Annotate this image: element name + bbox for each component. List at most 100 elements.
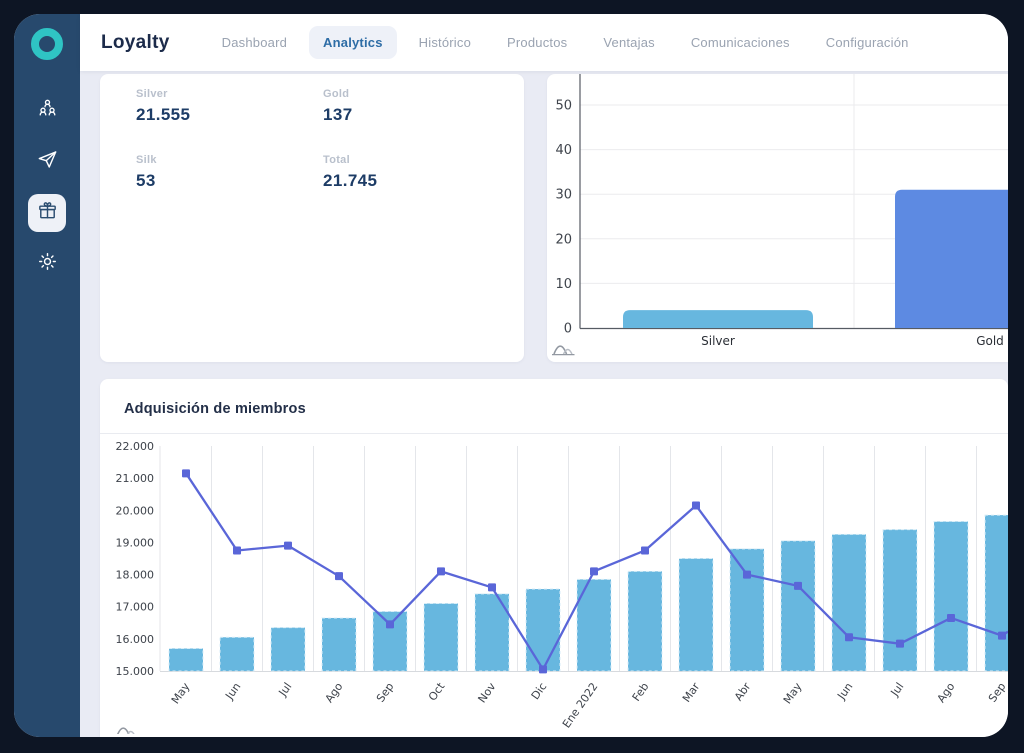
svg-text:22.000: 22.000 xyxy=(116,440,155,453)
svg-text:15.000: 15.000 xyxy=(116,665,155,678)
stat-total: Total 21.745 xyxy=(323,154,504,191)
stat-label: Gold xyxy=(323,88,504,100)
app-logo[interactable] xyxy=(31,28,63,60)
stat-value: 137 xyxy=(323,105,504,125)
tab-configuracion[interactable]: Configuración xyxy=(812,26,923,59)
svg-text:20.000: 20.000 xyxy=(116,504,155,517)
svg-text:0: 0 xyxy=(564,322,572,337)
acq-line-marker xyxy=(437,567,445,575)
tier-bar-chart[interactable]: 0 10 20 30 40 50 Silver Gold xyxy=(547,74,1008,362)
sidebar-item-loyalty[interactable] xyxy=(28,194,66,232)
acq-bar xyxy=(730,549,764,671)
svg-text:Feb: Feb xyxy=(630,680,652,703)
acq-line-marker xyxy=(386,620,394,628)
svg-text:Mar: Mar xyxy=(680,680,703,705)
svg-text:Oct: Oct xyxy=(426,680,448,704)
acq-line-marker xyxy=(590,567,598,575)
content-area: Silver 21.555 Gold 137 Silk 53 Total 21.… xyxy=(80,71,1008,737)
sidebar-item-members[interactable] xyxy=(28,92,66,130)
member-acquisition-card: Adquisición de miembros 15.00016.00017.0… xyxy=(100,379,1008,737)
acq-line-marker xyxy=(335,572,343,580)
acq-line-marker xyxy=(182,469,190,477)
tab-ventajas[interactable]: Ventajas xyxy=(589,26,668,59)
acq-line-marker xyxy=(743,571,751,579)
tab-comunicaciones[interactable]: Comunicaciones xyxy=(677,26,804,59)
svg-text:May: May xyxy=(781,680,805,706)
page-title: Loyalty xyxy=(101,32,170,54)
svg-text:Abr: Abr xyxy=(732,680,754,703)
svg-text:Jul: Jul xyxy=(888,680,907,699)
svg-text:10: 10 xyxy=(555,277,572,292)
tier-stats-card: Silver 21.555 Gold 137 Silk 53 Total 21.… xyxy=(100,74,524,362)
chart-title: Adquisición de miembros xyxy=(100,379,1008,433)
acq-line-marker xyxy=(896,640,904,648)
amcharts-watermark xyxy=(552,346,575,354)
tier-bar-silver xyxy=(623,310,813,328)
svg-text:20: 20 xyxy=(555,232,572,247)
sidebar-item-communications[interactable] xyxy=(28,143,66,181)
svg-text:Jun: Jun xyxy=(834,680,855,702)
acq-bar xyxy=(322,618,356,671)
acq-bar xyxy=(271,628,305,671)
acq-bar xyxy=(985,515,1008,671)
svg-text:Ene 2022: Ene 2022 xyxy=(560,680,601,730)
stat-label: Silver xyxy=(136,88,323,100)
send-icon xyxy=(36,148,59,176)
stat-value: 53 xyxy=(136,171,323,191)
stat-value: 21.555 xyxy=(136,105,323,125)
acq-line-marker xyxy=(794,582,802,590)
stat-label: Silk xyxy=(136,154,323,166)
svg-text:16.000: 16.000 xyxy=(116,633,155,646)
svg-text:Gold: Gold xyxy=(976,334,1004,348)
svg-text:18.000: 18.000 xyxy=(116,569,155,582)
stat-gold: Gold 137 xyxy=(323,88,504,125)
svg-text:Silver: Silver xyxy=(701,334,735,348)
tab-dashboard[interactable]: Dashboard xyxy=(208,26,301,59)
acq-bar xyxy=(934,522,968,671)
svg-text:Dic: Dic xyxy=(529,680,550,702)
acq-line-marker xyxy=(284,542,292,550)
svg-text:50: 50 xyxy=(555,99,572,114)
acq-line-marker xyxy=(539,665,547,673)
stat-label: Total xyxy=(323,154,504,166)
svg-text:Ago: Ago xyxy=(935,680,958,705)
acq-bar xyxy=(628,571,662,671)
tab-productos[interactable]: Productos xyxy=(493,26,581,59)
tab-historico[interactable]: Histórico xyxy=(405,26,485,59)
acq-line-marker xyxy=(233,546,241,554)
acq-line-marker xyxy=(641,546,649,554)
stat-silver: Silver 21.555 xyxy=(136,88,323,125)
stat-silk: Silk 53 xyxy=(136,154,323,191)
svg-text:Sep: Sep xyxy=(986,680,1008,704)
sidebar-item-settings[interactable] xyxy=(28,245,66,283)
svg-text:Ago: Ago xyxy=(323,680,346,705)
acq-bar xyxy=(220,637,254,671)
gear-teeth xyxy=(39,254,55,270)
top-header: Loyalty Dashboard Analytics Histórico Pr… xyxy=(80,14,1008,71)
sidebar xyxy=(14,14,80,737)
gift-icon xyxy=(36,199,59,227)
tier-bar-gold xyxy=(895,190,1008,328)
acq-line-marker xyxy=(947,614,955,622)
members-icon xyxy=(36,97,59,125)
svg-text:Jul: Jul xyxy=(276,680,295,699)
svg-text:May: May xyxy=(169,680,193,706)
acq-bar xyxy=(679,559,713,672)
top-navigation: Dashboard Analytics Histórico Productos … xyxy=(208,26,923,59)
acq-bar xyxy=(832,534,866,671)
amcharts-watermark xyxy=(115,728,138,734)
tier-chart-card: 0 10 20 30 40 50 Silver Gold xyxy=(547,74,1008,362)
svg-text:Nov: Nov xyxy=(475,680,498,705)
svg-text:Jun: Jun xyxy=(222,680,243,702)
acq-line-marker xyxy=(692,501,700,509)
svg-text:21.000: 21.000 xyxy=(116,472,155,485)
app-window: Loyalty Dashboard Analytics Histórico Pr… xyxy=(14,14,1008,737)
svg-text:30: 30 xyxy=(555,188,572,203)
tab-analytics[interactable]: Analytics xyxy=(309,26,397,59)
svg-text:40: 40 xyxy=(555,143,572,158)
svg-text:19.000: 19.000 xyxy=(116,536,155,549)
member-acquisition-chart[interactable]: 15.00016.00017.00018.00019.00020.00021.0… xyxy=(100,434,1008,734)
acq-line-marker xyxy=(488,583,496,591)
acq-bar xyxy=(883,530,917,671)
acq-line-marker xyxy=(845,633,853,641)
